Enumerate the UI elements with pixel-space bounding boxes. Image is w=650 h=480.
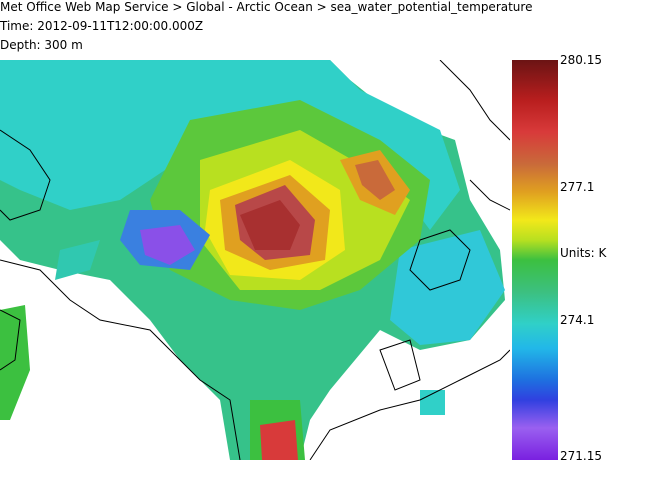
colorbar-units: Units: K (560, 246, 607, 260)
time: Time: 2012-09-11T12:00:00.000Z (0, 19, 204, 33)
sea-temperature-field (0, 60, 505, 460)
colorbar (512, 60, 558, 460)
colorbar-min-label: 271.15 (560, 449, 602, 463)
coastlines (0, 60, 510, 460)
colorbar-lower-label: 274.1 (560, 313, 595, 327)
colorbar-upper-label: 277.1 (560, 180, 595, 194)
title: Met Office Web Map Service > Global - Ar… (0, 0, 533, 14)
map (0, 60, 510, 460)
colorbar-max-label: 280.15 (560, 53, 602, 67)
depth: Depth: 300 m (0, 38, 83, 52)
